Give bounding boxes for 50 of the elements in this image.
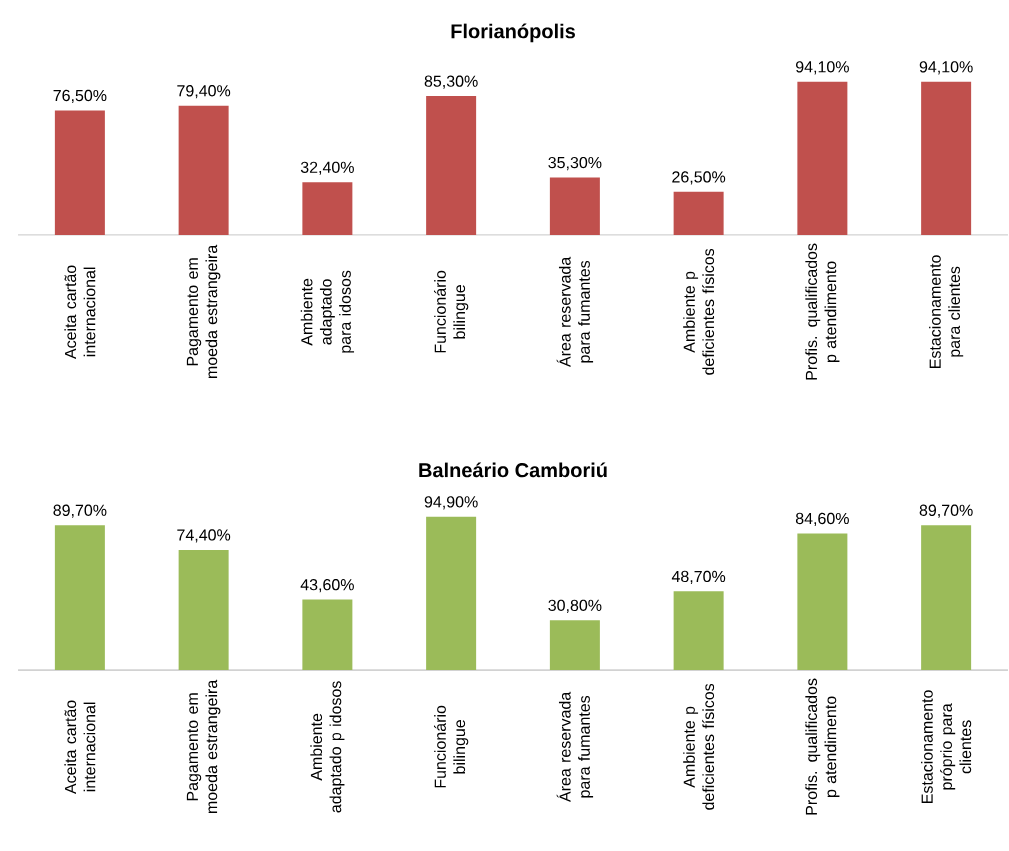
x-tick-label: Área reservada para fumantes [556,691,594,803]
data-label: 89,70% [53,504,107,518]
chart-title: Florianópolis [451,23,575,43]
chart-title: Balneário Camboriú [419,462,607,478]
bar [302,599,353,670]
x-tick-label: Funcionário bilingue [433,705,469,788]
bar [921,525,972,670]
data-label: 35,30% [548,156,602,171]
bar [302,182,353,235]
data-label: 43,60% [300,579,354,593]
bar [673,191,724,235]
data-label: 30,80% [548,599,602,613]
x-tick-label: Estacionamento próprio para clientes [921,690,972,803]
data-label: 85,30% [424,75,478,89]
bar [797,81,848,235]
data-label: 94,10% [796,61,849,75]
data-label: 74,40% [177,529,231,543]
bar [178,549,229,670]
x-tick-label: Pagamento em moeda estrangeira [186,244,221,378]
x-tick-label: Profis. qualificados p atendimento [805,678,840,815]
x-tick-label: Ambiente p deficientes físicos [683,248,715,375]
x-tick-label: Ambiente adaptado p idosos [310,681,345,813]
data-label: 48,70% [671,570,726,584]
bar [54,110,105,235]
bar [549,177,600,235]
x-tick-label: Aceita cartão internacional [64,265,96,359]
data-label: 84,60% [795,512,849,527]
x-tick-label: Ambiente p deficientes físicos [683,683,715,810]
x-tick-label: Pagamento em moeda estrangeira [186,679,221,813]
bar [54,525,105,670]
data-label: 94,10% [919,61,973,75]
bar [426,516,477,670]
x-tick-label: Ambiente adaptado para idosos [300,270,355,353]
data-label: 32,40% [300,161,354,175]
bar [426,96,477,235]
data-label: 94,90% [424,496,478,510]
x-tick-label: Funcionário bilingue [433,270,469,353]
bar [549,620,600,670]
data-label: 79,40% [177,85,231,99]
bar [797,533,848,670]
x-tick-label: Profis. qualificados p atendimento [805,243,840,380]
x-tick-label: Estacionamento para clientes [929,255,964,368]
x-tick-label: Aceita cartão internacional [64,700,96,795]
bar [178,105,229,235]
bar [673,591,724,670]
data-label: 89,70% [919,504,973,518]
x-tick-label: Área reservada para fumantes [556,256,594,368]
data-label: 76,50% [53,89,107,104]
data-label: 26,50% [672,171,726,185]
bar [921,81,972,235]
